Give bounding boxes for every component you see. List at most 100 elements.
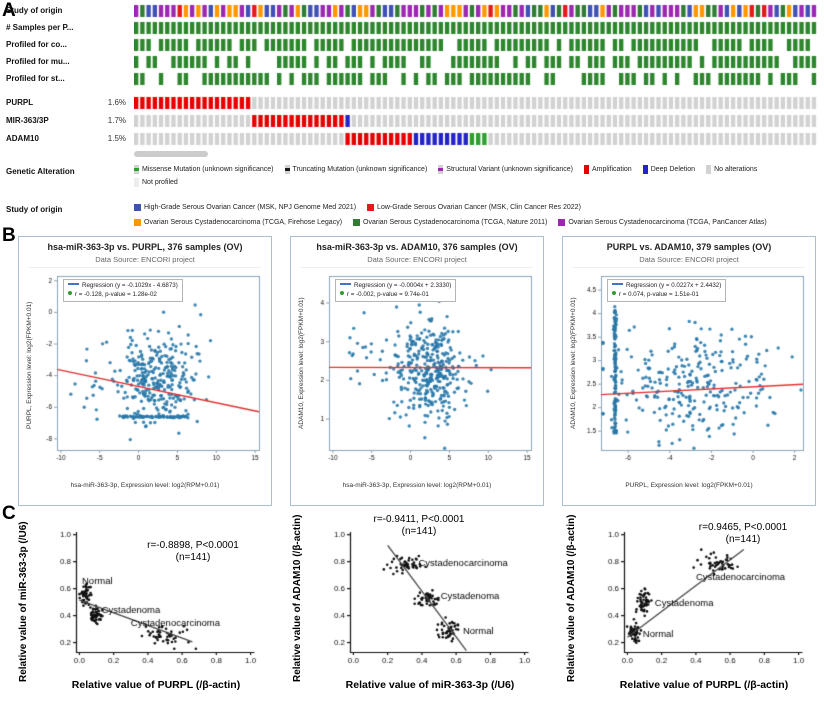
plot-legend: Regression (y = -0.1029x - 4.6873) r = -… (63, 279, 183, 302)
annotation-sample-size: (n=141) (725, 534, 761, 545)
study-origin-legend-title: Study of origin (6, 205, 63, 214)
annotation-r-value: r=-0.9411, P<0.0001 (373, 514, 465, 525)
x-axis-label: hsa-miR-363-3p, Expression level: log2(R… (70, 482, 220, 489)
alteration-type-swatch (134, 165, 139, 174)
alteration-type-swatch (706, 165, 712, 174)
oncoprint-scrollbar (134, 151, 208, 157)
correlation-annotation: r=-0.8898, P<0.0001 (n=141) (126, 540, 260, 564)
legend-item-label: Ovarian Serous Cystadenocarcinoma (TCGA,… (568, 219, 767, 226)
x-axis-label: PURPL, Expression level: log2(FPKM+0.01) (625, 482, 753, 489)
x-axis-label: Relative value of miR-363-3p (/U6) (345, 679, 515, 691)
regression-equation: Regression (y = -0.0004x + 2.3330) (354, 282, 452, 289)
chart-title: PURPL vs. ADAM10, 379 samples (OV) (606, 242, 772, 252)
scatter-plot-canvas (23, 270, 267, 478)
legend-item: Not profiled (134, 178, 178, 187)
qpcr-scatter-mir-adam10: r=-0.9411, P<0.0001 (n=141) Relative val… (284, 512, 542, 706)
chart-title: hsa-miR-363-3p vs. ADAM10, 376 samples (… (316, 242, 518, 252)
qpcr-scatter-purpl-mir: r=-0.8898, P<0.0001 (n=141) Relative val… (10, 512, 268, 706)
panel-a-label: A (2, 0, 16, 21)
panel-b-label: B (2, 225, 16, 246)
regression-line-swatch (68, 283, 79, 285)
y-axis-label: Relative value of ADAM10 (/β-actin) (292, 514, 303, 682)
legend-item-label: Missense Mutation (unknown significance) (142, 166, 274, 173)
study-color-swatch (353, 219, 361, 226)
oncoprint-track-label: # Samples per P... (6, 23, 74, 32)
study-origin-legend: High-Grade Serous Ovarian Cancer (MSK, N… (134, 200, 820, 230)
alteration-type-swatch (134, 178, 139, 187)
legend-item: Ovarian Serous Cystadenocarcinoma (TCGA,… (134, 219, 342, 226)
oncoprint-track-label: PURPL 1.6% (6, 98, 126, 107)
correlation-annotation: r=-0.9411, P<0.0001 (n=141) (344, 514, 494, 538)
plot-legend: Regression (y = -0.0004x + 2.3330) r = -… (335, 279, 457, 302)
regression-line-swatch (340, 283, 351, 285)
legend-item-label: Low-Grade Serous Ovarian Cancer (MSK, Cl… (377, 204, 581, 211)
scatter-plot-canvas (295, 270, 539, 478)
oncoprint-track-label: MIR-363/3P 1.7% (6, 116, 126, 125)
annotation-r-value: r=0.9465, P<0.0001 (698, 522, 788, 533)
legend-item-label: No alterations (714, 166, 758, 173)
scatter-plot-canvas (324, 524, 536, 676)
y-axis-label: Relative value of ADAM10 (/β-actin) (566, 514, 577, 682)
oncoprint-canvas (134, 4, 818, 146)
legend-item: Ovarian Serous Cystadenocarcinoma (TCGA,… (558, 219, 767, 226)
correlation-dot-swatch (68, 290, 72, 295)
genetic-alteration-legend: Missense Mutation (unknown significance)… (134, 163, 820, 189)
study-color-swatch (134, 219, 141, 226)
legend-item-label: Ovarian Serous Cystadenocarcinoma (TCGA,… (144, 219, 343, 226)
plot-legend: Regression (y = 0.0227x + 2.4432) r = 0.… (607, 279, 727, 302)
study-color-swatch (134, 204, 141, 211)
correlation-text: r = -0.128, p-value = 1.28e-02 (75, 290, 157, 298)
oncoprint-track-label: Profiled for mu... (6, 57, 70, 66)
legend-item-label: Amplification (592, 166, 632, 173)
chart-subtitle: Data Source: ENCORI project (29, 255, 261, 268)
chart-subtitle: Data Source: ENCORI project (573, 255, 805, 268)
oncoprint-track-label: Profiled for co... (6, 40, 67, 49)
legend-item: Missense Mutation (unknown significance) (134, 165, 274, 174)
legend-item: Structural Variant (unknown significance… (438, 165, 573, 174)
legend-item: Ovarian Serous Cystadenocarcinoma (TCGA,… (353, 219, 547, 226)
scatter-plot-canvas (50, 524, 262, 676)
legend-item-label: Truncating Mutation (unknown significanc… (292, 166, 428, 173)
encori-scatter-mir-purpl: hsa-miR-363-3p vs. PURPL, 376 samples (O… (18, 236, 272, 506)
y-axis-label: PURPL, Expression level: log2(FPKM+0.01) (26, 301, 33, 429)
regression-equation: Regression (y = 0.0227x + 2.4432) (626, 282, 722, 289)
qpcr-scatter-purpl-adam10: r=0.9465, P<0.0001 (n=141) Relative valu… (558, 512, 816, 706)
encori-scatter-mir-adam10: hsa-miR-363-3p vs. ADAM10, 376 samples (… (290, 236, 544, 506)
legend-item: Amplification (584, 165, 632, 174)
annotation-sample-size: (n=141) (175, 552, 211, 563)
scatter-plot-canvas (567, 270, 811, 478)
legend-item-label: Deep Deletion (650, 166, 696, 173)
legend-item-label: Structural Variant (unknown significance… (446, 166, 573, 173)
chart-subtitle: Data Source: ENCORI project (301, 255, 533, 268)
oncoprint-track-label: Profiled for st... (6, 74, 65, 83)
legend-item: No alterations (706, 165, 757, 174)
legend-item-label: Ovarian Serous Cystadenocarcinoma (TCGA,… (363, 219, 548, 226)
correlation-annotation: r=0.9465, P<0.0001 (n=141) (674, 522, 812, 546)
annotation-sample-size: (n=141) (401, 526, 437, 537)
annotation-r-value: r=-0.8898, P<0.0001 (147, 540, 239, 551)
correlation-dot-swatch (340, 290, 344, 295)
x-axis-label: hsa-miR-363-3p, Expression level: log2(R… (342, 482, 492, 489)
legend-item: Deep Deletion (642, 165, 696, 174)
encori-scatter-purpl-adam10: PURPL vs. ADAM10, 379 samples (OV) Data … (562, 236, 816, 506)
legend-item: High-Grade Serous Ovarian Cancer (MSK, N… (134, 204, 356, 211)
alteration-type-swatch (642, 165, 648, 174)
legend-item: Truncating Mutation (unknown significanc… (284, 165, 428, 174)
genetic-alteration-legend-title: Genetic Alteration (6, 167, 75, 176)
y-axis-label: ADAM10, Expression level: log2(FPKM+0.01… (298, 297, 305, 429)
correlation-dot-swatch (612, 290, 616, 295)
alteration-type-swatch (284, 165, 290, 174)
correlation-text: r = -0.002, p-value = 9.74e-01 (347, 290, 429, 298)
regression-equation: Regression (y = -0.1029x - 4.6873) (82, 282, 178, 289)
study-color-swatch (558, 219, 566, 226)
y-axis-label: Relative value of miR-363-3p (/U6) (18, 521, 29, 682)
alteration-type-swatch (438, 165, 444, 174)
panel-c-label: C (2, 503, 16, 524)
regression-line-swatch (612, 283, 623, 285)
x-axis-label: Relative value of PURPL (/β-actin) (619, 679, 789, 691)
legend-item-label: Not profiled (142, 179, 178, 186)
chart-title: hsa-miR-363-3p vs. PURPL, 376 samples (O… (47, 242, 243, 252)
alteration-type-swatch (584, 165, 589, 174)
correlation-text: r = 0.074, p-value = 1.51e-01 (619, 290, 699, 298)
